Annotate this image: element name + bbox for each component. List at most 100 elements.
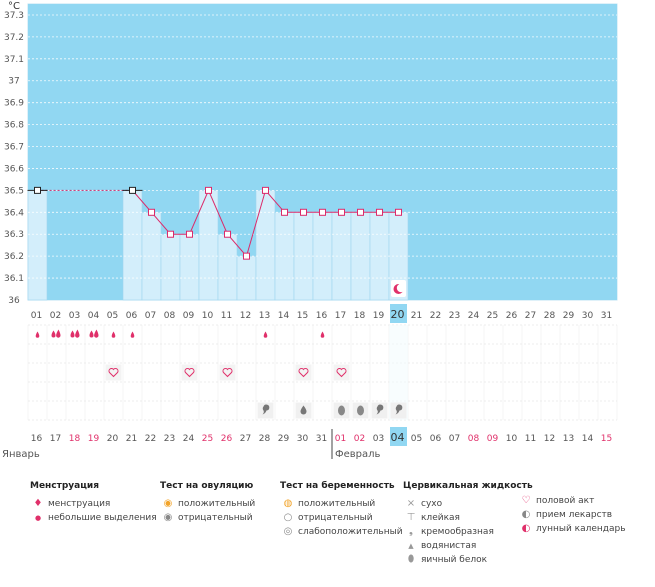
cycle-day-label: 11: [221, 311, 232, 321]
month-right-label: Февраль: [335, 449, 381, 460]
creamy-icon: ❟: [409, 526, 413, 537]
intercourse-heart-icon: [108, 368, 119, 378]
temp-bar: [255, 190, 276, 301]
y-tick-label: 37: [8, 77, 19, 87]
legend-item-pregnancy-weak: ◎ слабоположительный: [283, 526, 403, 537]
intercourse-heart-icon: [298, 368, 309, 378]
calendar-date-label: 27: [240, 434, 251, 444]
legend-item-ovulation-negative: ◉ отрицательный: [163, 512, 253, 523]
cycle-day-label: 31: [601, 311, 612, 321]
temperature-point: [338, 208, 345, 216]
calendar-date-label: 17: [50, 434, 61, 444]
temperature-point: [224, 230, 231, 238]
legend-ovulation-test: Тест на овуляцию ◉ положительный ◉ отрицат…: [160, 481, 255, 525]
cycle-day-label: 30: [582, 311, 594, 321]
calendar-date-label: 02: [354, 434, 365, 444]
spotting-drop-icon: [130, 331, 135, 338]
calendar-date-label: 07: [449, 434, 460, 444]
cervical-eggwhite-icon: [338, 405, 345, 416]
intercourse-heart-icon: [184, 368, 195, 378]
temperature-point: [376, 208, 383, 216]
menstruation-drop-icon: [70, 330, 75, 338]
cycle-day-label: 28: [544, 311, 556, 321]
intercourse-heart-icon: [222, 368, 233, 378]
temperature-point: [34, 186, 41, 194]
calendar-date-label: 19: [88, 434, 100, 444]
calendar-date-label: 05: [411, 434, 422, 444]
cycle-day-label: 22: [430, 311, 441, 321]
pregnancy-weak-icon: ◎: [283, 526, 293, 537]
calendar-date-label: 30: [297, 434, 309, 444]
heart-cell: [333, 364, 350, 381]
calendar-date-label: 31: [316, 434, 327, 444]
spotting-drop-icon: [320, 331, 325, 338]
temperature-point: [129, 186, 136, 194]
calendar-date-label: 16: [31, 434, 43, 444]
cycle-day-label: 04: [88, 311, 100, 321]
cervical-watery-icon: [300, 405, 307, 415]
dry-icon: ×: [406, 498, 416, 509]
y-tick-label: 37.3: [4, 11, 24, 21]
calendar-date-label: 10: [506, 434, 518, 444]
cycle-day-label: 03: [69, 311, 80, 321]
calendar-date-label: 23: [164, 434, 175, 444]
temp-bar: [179, 233, 200, 301]
calendar-date-label: 21: [126, 434, 137, 444]
cycle-day-label: 06: [126, 311, 138, 321]
cycle-day-label: 29: [563, 311, 575, 321]
legend-pregnancy-title: Тест на беременность: [280, 481, 395, 491]
watery-icon: ▲: [408, 542, 414, 550]
calendar-date-label: 09: [487, 434, 499, 444]
date-highlight: [390, 427, 407, 446]
temp-bar: [27, 190, 48, 301]
day-column-highlight: [389, 325, 408, 420]
calendar-date-label: 14: [582, 434, 594, 444]
temperature-point: [357, 208, 364, 216]
legend-other: ♡ половой акт ◐ прием лекарств ◐ лунный кал…: [518, 494, 626, 536]
y-tick-label: 36.2: [4, 252, 24, 262]
cycle-day-label: 16: [316, 311, 328, 321]
temperature-point: [167, 230, 174, 238]
y-tick-label: 36.5: [4, 186, 24, 196]
legend-item-dry: × сухо: [406, 498, 443, 509]
legend-ovulation-title: Тест на овуляцию: [160, 481, 254, 491]
menstruation-drop-icon: [51, 330, 56, 338]
temperature-point: [148, 208, 155, 216]
y-tick-label: 36.6: [4, 164, 24, 174]
cycle-day-label: 15: [297, 311, 308, 321]
cycle-day-label: 19: [373, 311, 385, 321]
legend-menstruation-title: Менструация: [30, 481, 99, 491]
unit-label: °C: [8, 1, 20, 12]
calendar-date-label: 13: [563, 434, 574, 444]
cycle-day-label: 14: [278, 311, 290, 321]
calendar-date-label: 29: [278, 434, 290, 444]
cycle-day-label: 08: [164, 311, 176, 321]
cervical-creamy-icon: [262, 404, 270, 415]
legend-cervical-fluid: Цервикальная жидкость × сухо ⊤ клейкая ❟ кр…: [403, 481, 533, 567]
calendar-date-label: 08: [468, 434, 480, 444]
legend-item-lunar: ◐ лунный календарь: [521, 523, 626, 534]
calendar-date-label: 12: [544, 434, 555, 444]
y-tick-label: 36.3: [4, 230, 24, 240]
sticky-icon: ⊤: [406, 512, 416, 523]
menstruation-drop-icon: [56, 329, 61, 338]
calendar-date-label: 24: [183, 434, 195, 444]
heart-cell: [219, 364, 236, 381]
cycle-day-label: 17: [335, 311, 346, 321]
legend-item-medication: ◐ прием лекарств: [521, 509, 613, 520]
spotting-drop-icon: [35, 331, 40, 338]
spotting-icon: ●: [34, 514, 42, 522]
spotting-drop-icon: [111, 331, 116, 338]
cycle-day-label: 09: [183, 311, 195, 321]
cycle-day-label: 02: [50, 311, 61, 321]
temperature-point: [186, 230, 193, 238]
temperature-point: [300, 208, 307, 216]
legend-item-pregnancy-positive: ◍ положительный: [283, 498, 376, 509]
temperature-point: [243, 252, 250, 260]
calendar-date-label: 22: [145, 434, 156, 444]
temperature-point: [205, 186, 212, 194]
y-tick-label: 37.1: [4, 55, 24, 65]
cycle-day-label: 24: [468, 311, 480, 321]
legend-item-watery: ▲ водянистая: [403, 539, 533, 553]
cycle-day-label: 18: [354, 311, 366, 321]
